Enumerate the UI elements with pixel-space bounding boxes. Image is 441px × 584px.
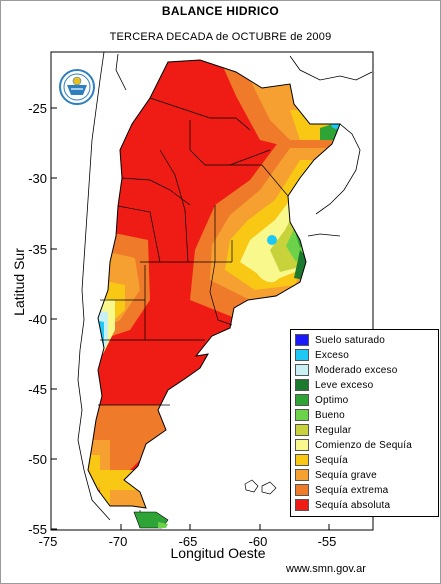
legend-label: Regular (315, 424, 352, 436)
map-title: BALANCE HIDRICO (161, 4, 280, 18)
legend-swatch (295, 439, 309, 451)
legend-swatch (295, 424, 309, 436)
legend-item: Comienzo de Sequía (295, 438, 412, 452)
legend: Suelo saturado Exceso Moderado exceso Le… (290, 329, 439, 517)
legend-label: Sequía (315, 454, 348, 466)
legend-item: Sequía grave (295, 468, 377, 482)
legend-item: Exceso (295, 348, 349, 362)
x-tick-label: -55 (318, 534, 337, 549)
y-tick-label: -40 (28, 312, 47, 327)
y-tick-label: -25 (28, 101, 47, 116)
x-tick-label: -60 (249, 534, 268, 549)
legend-label: Leve exceso (315, 379, 374, 391)
legend-label: Suelo saturado (315, 334, 386, 346)
legend-swatch (295, 379, 309, 391)
legend-item: Optimo (295, 393, 348, 407)
y-tick-label: -35 (28, 242, 47, 257)
x-tick-label: -70 (109, 534, 128, 549)
legend-item: Regular (295, 423, 351, 437)
y-axis-label: Latitud Sur (11, 248, 27, 316)
x-axis-label: Longitud Oeste (170, 545, 266, 561)
legend-item: Sequía extrema (295, 483, 388, 497)
argentina-outline (87, 59, 341, 509)
y-axis-ticks (51, 107, 57, 530)
legend-label: Comienzo de Sequía (315, 439, 412, 451)
x-axis-ticks (50, 524, 330, 530)
legend-swatch (295, 349, 309, 361)
legend-label: Sequía extrema (315, 484, 389, 496)
legend-label: Sequía grave (315, 469, 377, 481)
legend-item: Leve exceso (295, 378, 373, 392)
legend-item: Sequía (295, 453, 348, 467)
legend-label: Sequía absoluta (315, 499, 391, 511)
credit-url: www.smn.gov.ar (286, 563, 366, 575)
smn-seal-icon (59, 69, 95, 105)
x-tick-label: -65 (179, 534, 198, 549)
provincial-borders (98, 97, 289, 528)
legend-label: Optimo (315, 394, 349, 406)
legend-label: Bueno (315, 409, 345, 421)
y-tick-label: -55 (28, 522, 47, 537)
legend-swatch (295, 364, 309, 376)
map-subtitle: TERCERA DECADA de OCTUBRE de 2009 (109, 31, 332, 43)
legend-swatch (295, 334, 309, 346)
legend-label: Exceso (315, 349, 349, 361)
y-tick-label: -50 (28, 452, 47, 467)
legend-item: Bueno (295, 408, 345, 422)
legend-swatch (295, 469, 309, 481)
legend-swatch (295, 484, 309, 496)
legend-swatch (295, 454, 309, 466)
legend-swatch (295, 499, 309, 511)
y-tick-label: -30 (28, 171, 47, 186)
legend-item: Moderado exceso (295, 363, 398, 377)
y-tick-label: -45 (28, 382, 47, 397)
legend-item: Sequía absoluta (295, 498, 390, 512)
x-tick-label: -75 (39, 534, 58, 549)
malvinas-islands (244, 479, 277, 495)
legend-swatch (295, 409, 309, 421)
legend-item: Suelo saturado (295, 333, 385, 347)
legend-label: Moderado exceso (315, 364, 398, 376)
legend-swatch (295, 394, 309, 406)
